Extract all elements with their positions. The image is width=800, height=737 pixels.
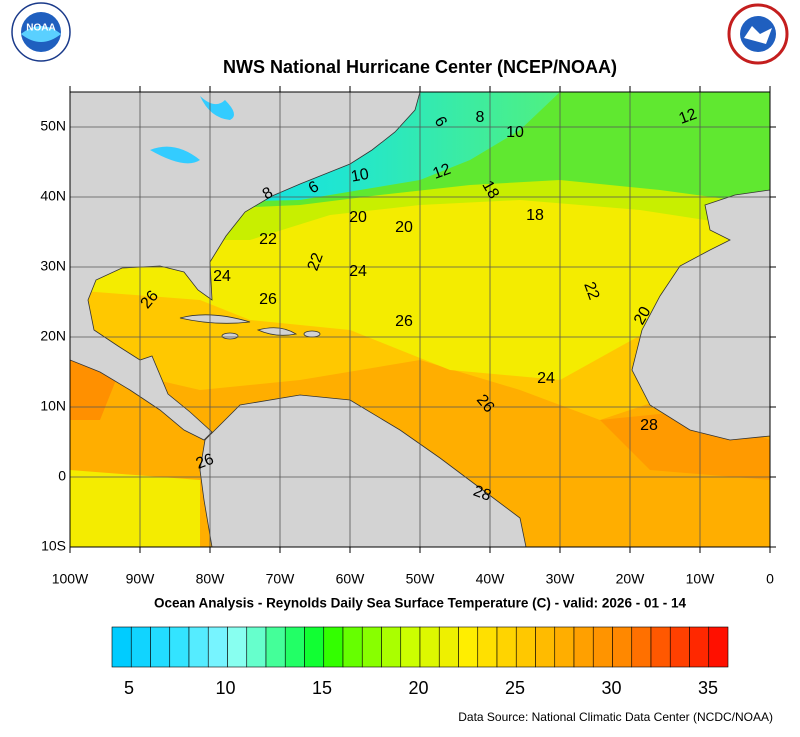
colorbar-box (111, 626, 132, 668)
south-america (199, 394, 527, 547)
contour-label: 26 (395, 313, 413, 330)
contour-label: 24 (213, 268, 231, 285)
colorbar-box (361, 626, 382, 668)
lon-tick-label: 80W (196, 571, 226, 587)
colorbar-box (535, 626, 556, 668)
africa-europe (631, 189, 770, 441)
contour-label: 18 (526, 207, 544, 224)
contour-label: 20 (631, 304, 655, 328)
contour-label: 12 (677, 106, 700, 128)
colorbar-box (400, 626, 421, 668)
contour-label: 22 (259, 231, 277, 248)
colorbar-box (650, 626, 671, 668)
colorbar-box (554, 626, 575, 668)
colorbar-box (227, 626, 248, 668)
colorbar-box (631, 626, 652, 668)
land (70, 92, 770, 547)
island (179, 314, 251, 324)
colorbar-box (496, 626, 517, 668)
colorbar-box (323, 626, 344, 668)
colorbar-box (419, 626, 440, 668)
lake (150, 146, 200, 164)
colorbar-box (284, 626, 305, 668)
nws-logo (727, 3, 789, 65)
sst-zone (70, 470, 200, 547)
contour-label: 10 (506, 124, 524, 141)
lon-tick-label: 50W (406, 571, 436, 587)
contour-label: 24 (349, 263, 367, 280)
contour-label: 24 (537, 370, 555, 387)
colorbar: 5 10 15 20 25 30 35 (111, 626, 729, 698)
lat-tick-label: 0 (58, 468, 66, 484)
colorbar-box (612, 626, 633, 668)
colorbar-label: 35 (698, 678, 718, 698)
colorbar-box (304, 626, 325, 668)
lon-tick-label: 40W (476, 571, 506, 587)
colorbar-box (689, 626, 710, 668)
contour-label: 28 (471, 483, 494, 505)
island (256, 327, 298, 336)
colorbar-box (188, 626, 209, 668)
lat-tick-label: 10N (40, 398, 66, 414)
lat-tick-label: 10S (41, 538, 66, 554)
colorbar-label: 30 (601, 678, 621, 698)
lon-tick-label: 20W (616, 571, 646, 587)
colorbar-box (246, 626, 267, 668)
island (303, 330, 321, 338)
colorbar-box (150, 626, 171, 668)
lon-tick-label: 10W (686, 571, 716, 587)
contour-label: 22 (580, 280, 602, 303)
colorbar-box (438, 626, 459, 668)
colorbar-box (169, 626, 190, 668)
contour-label: 12 (431, 161, 454, 183)
north-america (70, 92, 421, 441)
contour-label: 22 (305, 251, 327, 274)
contour-label: 26 (194, 451, 217, 473)
colorbar-box (381, 626, 402, 668)
lat-tick-label: 30N (40, 258, 66, 274)
lat-tick-label: 50N (40, 118, 66, 134)
contour-label: 8 (476, 109, 485, 126)
lat-tick-label: 40N (40, 188, 66, 204)
contour-label: 10 (350, 166, 371, 186)
colorbar-box (573, 626, 594, 668)
contour-label: 28 (640, 417, 658, 434)
colorbar-box (207, 626, 228, 668)
colorbar-label: 15 (312, 678, 332, 698)
colorbar-box (265, 626, 286, 668)
contour-label: 18 (478, 178, 502, 202)
colorbar-box (342, 626, 363, 668)
contour-label: 20 (349, 209, 367, 226)
colorbar-label: 25 (505, 678, 525, 698)
colorbar-label: 10 (215, 678, 235, 698)
lon-tick-label: 60W (336, 571, 366, 587)
colorbar-box (515, 626, 536, 668)
colorbar-box (477, 626, 498, 668)
lon-tick-label: 90W (126, 571, 156, 587)
colorbar-box (669, 626, 690, 668)
island (221, 332, 239, 340)
contour-label: 20 (395, 219, 413, 236)
colorbar-box (458, 626, 479, 668)
subtitle: Ocean Analysis - Reynolds Daily Sea Surf… (154, 596, 686, 611)
noaa-logo: NOAA (11, 2, 71, 62)
title: NWS National Hurricane Center (NCEP/NOAA… (223, 57, 617, 77)
lon-tick-label: 0 (766, 571, 774, 587)
colorbar-box (708, 626, 729, 668)
colorbar-label: 5 (124, 678, 134, 698)
colorbar-box (130, 626, 151, 668)
logo-text: NOAA (26, 23, 55, 34)
source: Data Source: National Climatic Data Cent… (458, 710, 773, 724)
colorbar-label: 20 (408, 678, 428, 698)
lake (200, 96, 234, 120)
colorbar-box (592, 626, 613, 668)
contour-label: 26 (259, 291, 277, 308)
lon-tick-label: 70W (266, 571, 296, 587)
lon-tick-label: 30W (546, 571, 576, 587)
lon-tick-label: 100W (52, 571, 89, 587)
lat-tick-label: 20N (40, 328, 66, 344)
